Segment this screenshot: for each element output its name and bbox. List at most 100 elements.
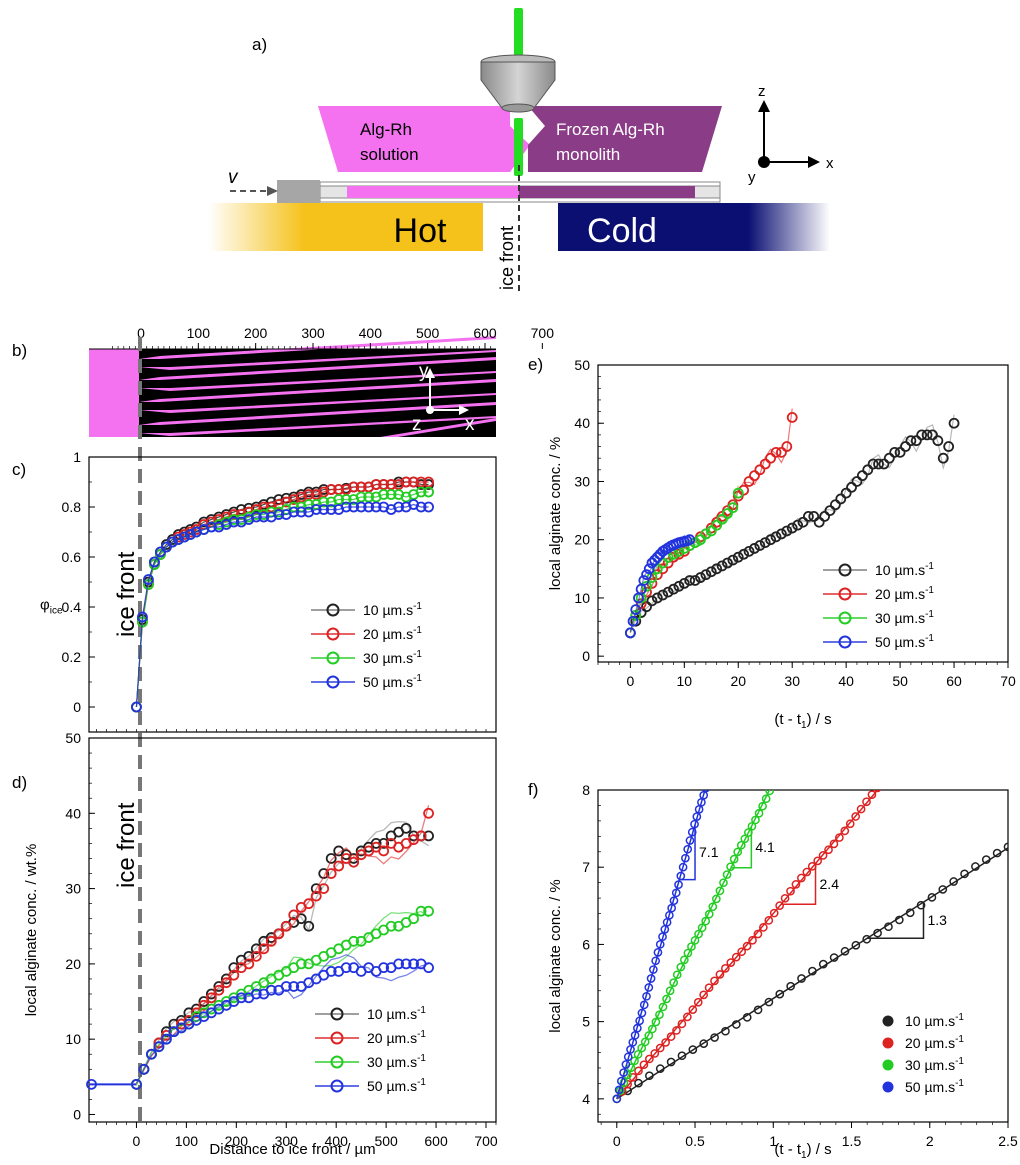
data-point: [683, 948, 693, 958]
data-point: [634, 1078, 643, 1088]
data-point: [213, 984, 225, 996]
data-point: [759, 458, 771, 470]
legend-marker: [330, 1007, 344, 1021]
data-point: [415, 476, 427, 488]
data-point: [677, 1051, 687, 1061]
data-point: [614, 1085, 624, 1095]
legend-label-sup: -1: [417, 1077, 426, 1088]
panel-e-label: e): [528, 355, 543, 374]
data-point: [693, 997, 703, 1007]
data-point: [651, 1017, 661, 1027]
data-point: [655, 939, 665, 949]
data-point: [678, 577, 690, 589]
cold-zone: [558, 203, 830, 251]
data-point: [651, 956, 661, 966]
data-point: [862, 797, 871, 807]
data-point: [921, 429, 933, 441]
data-point: [220, 977, 232, 989]
data-point: [738, 548, 750, 560]
legend-marker: [882, 1059, 894, 1071]
data-point: [672, 970, 682, 980]
y-tick-label: 7: [582, 859, 590, 875]
data-point: [303, 920, 315, 932]
data-point: [184, 529, 196, 540]
data-point: [423, 962, 434, 974]
axis-x-label: x: [826, 155, 834, 172]
x-tick-label: 30: [784, 673, 800, 689]
x-axis-label: Distance to ice front / µm: [209, 1141, 375, 1158]
legend-marker: [882, 1037, 894, 1049]
data-point: [385, 920, 397, 932]
data-point: [873, 928, 882, 938]
axis-z-label: z: [758, 83, 766, 100]
data-point: [318, 883, 330, 894]
data-point: [776, 446, 787, 458]
data-point: [715, 970, 725, 979]
data-point: [280, 492, 292, 504]
slope-triangle: [867, 902, 925, 939]
data-point: [775, 989, 785, 999]
legend-marker: [330, 1055, 344, 1069]
data-point: [727, 502, 739, 514]
data-point: [378, 479, 390, 490]
data-point: [643, 563, 655, 575]
data-point: [695, 572, 706, 583]
data-point: [916, 900, 926, 910]
frozen-label-line2: monolith: [556, 145, 620, 164]
data-point: [695, 534, 706, 546]
data-point: [765, 534, 777, 546]
data-point: [325, 504, 337, 515]
data-point: [761, 794, 771, 804]
data-point: [786, 886, 795, 896]
x-tick-label: 700: [474, 1133, 498, 1149]
slope-triangle: [731, 826, 753, 869]
fit-line: [616, 790, 879, 1100]
legend-label-sup: -1: [925, 585, 934, 596]
laser-beam-top: [514, 8, 523, 58]
data-point: [639, 1060, 649, 1070]
data-point: [363, 501, 375, 513]
data-point: [662, 586, 674, 598]
x-tick-label: 50: [892, 673, 908, 689]
data-point: [617, 1076, 626, 1086]
y-tick-label: 10: [65, 1031, 81, 1047]
fit-line: [616, 847, 1008, 1100]
objective-lens: [480, 61, 556, 109]
data-point: [748, 935, 757, 945]
data-point: [742, 1013, 752, 1022]
hot-label: Hot: [394, 212, 447, 250]
data-point: [780, 893, 790, 903]
data-point: [288, 981, 300, 992]
data-point: [623, 1052, 633, 1062]
data-point: [288, 909, 300, 921]
data-point: [655, 1043, 665, 1053]
data-point: [633, 1023, 642, 1033]
data-point: [86, 1078, 97, 1090]
data-point: [205, 521, 217, 533]
slope-triangle: [781, 863, 817, 906]
data-point: [759, 923, 768, 932]
micrograph-stripe: [139, 350, 496, 370]
data-point: [704, 983, 714, 993]
data-point: [131, 1078, 142, 1090]
data-point: [265, 984, 277, 996]
x-tick-label: 2: [926, 1133, 934, 1149]
data-point: [846, 481, 857, 493]
data-point: [687, 827, 697, 837]
hot-zone: [208, 203, 483, 251]
data-point: [640, 1037, 650, 1047]
data-point: [273, 509, 285, 520]
data-point: [258, 943, 270, 955]
data-point: [642, 991, 651, 1001]
micrograph-liquid: [89, 349, 139, 437]
y-tick-label: 50: [574, 357, 590, 373]
data-point: [408, 913, 420, 925]
panel-a-label: a): [252, 35, 267, 54]
data-point: [685, 836, 695, 845]
data-point: [683, 1012, 692, 1022]
data-point: [172, 534, 184, 545]
pusher-block: [277, 180, 320, 203]
data-point: [243, 950, 255, 962]
data-point: [808, 966, 817, 976]
chart-f: f) 4 5 6 7 8 0 0.5 1 1.5 2 2.5 (t - t1) / s local alg…: [528, 780, 1018, 1161]
